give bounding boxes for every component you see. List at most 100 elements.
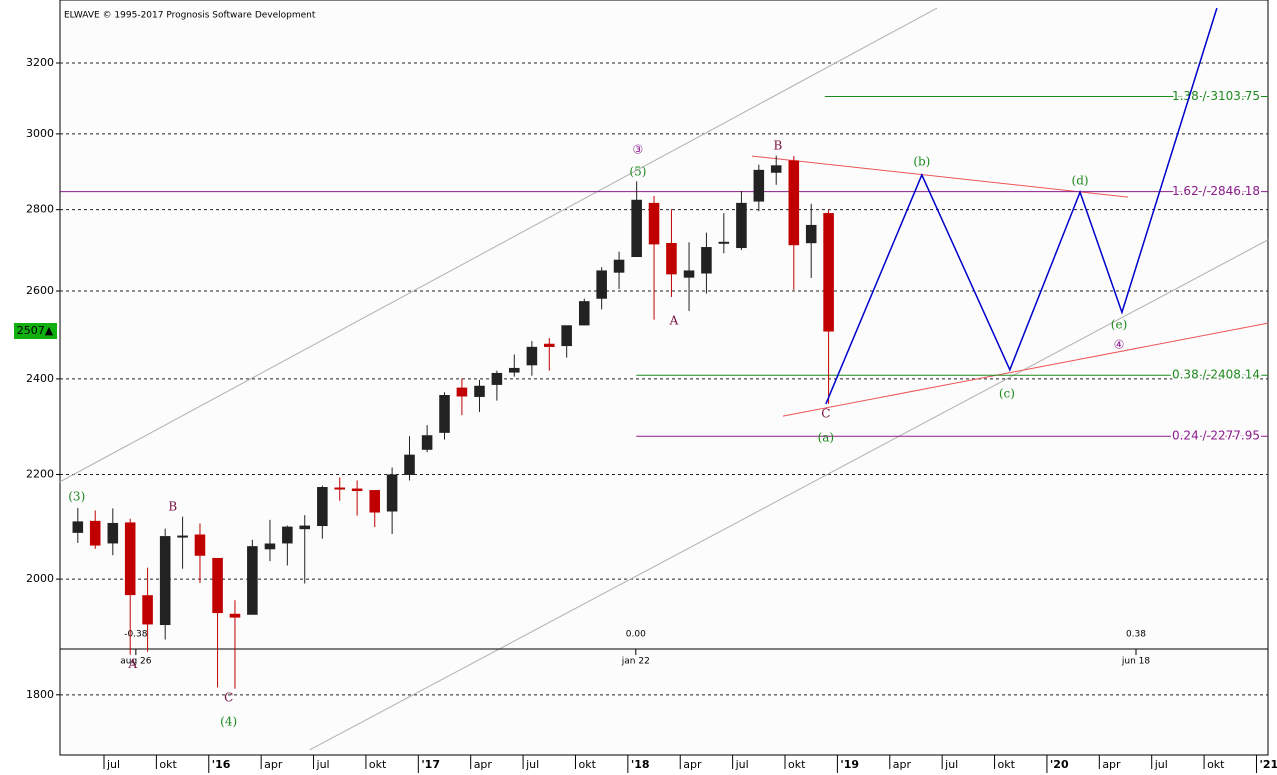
level-label: 0.24 / 2277.95 — [1172, 429, 1260, 443]
level-label: 1.62 / 2846.18 — [1172, 184, 1260, 198]
wave-label: (d) — [1072, 173, 1089, 187]
y-tick-label: 2600 — [26, 284, 54, 297]
time-label: aug 26 — [120, 657, 152, 667]
x-tick-label: '18 — [631, 758, 650, 771]
x-tick-label: okt — [998, 758, 1016, 771]
wave-label: C — [224, 690, 233, 704]
trendline — [59, 7, 938, 483]
candle-body — [718, 241, 730, 244]
wave-label: (5) — [629, 164, 646, 178]
candle-body — [509, 367, 520, 373]
x-tick-label: apr — [264, 758, 283, 771]
plot-area — [59, 0, 1269, 756]
y-tick-label: 1800 — [26, 688, 54, 701]
x-tick-label: '20 — [1050, 758, 1069, 771]
candle-body — [421, 435, 433, 450]
x-tick-label: okt — [578, 758, 596, 771]
wave-label: B — [773, 139, 782, 153]
wave-label: (3) — [68, 490, 85, 504]
x-tick-label: jul — [525, 758, 539, 771]
y-tick-label: 3200 — [26, 56, 54, 69]
y-tick-label: 2000 — [26, 572, 54, 585]
wave-label: (c) — [999, 387, 1015, 401]
level-label: 0.38 / 2408.14 — [1172, 368, 1260, 382]
chart-title: ELWAVE © 1995-2017 Prognosis Software De… — [64, 11, 316, 21]
candle-body — [648, 202, 660, 245]
x-tick-label: apr — [893, 758, 912, 771]
candle-body — [456, 387, 468, 397]
candle-body — [159, 536, 171, 626]
trendline — [309, 239, 1269, 751]
x-tick-label: jul — [944, 758, 958, 771]
candle-body — [526, 346, 538, 366]
y-tick-label: 3000 — [26, 127, 54, 140]
candle-body — [770, 165, 782, 173]
wave-label: A — [127, 657, 137, 671]
candle-body — [474, 385, 485, 397]
x-tick-label: okt — [159, 758, 177, 771]
trendline — [751, 155, 1129, 198]
time-label: jan 22 — [621, 657, 650, 667]
x-tick-label: okt — [1207, 758, 1225, 771]
trendline — [782, 322, 1269, 417]
candle-body — [107, 522, 119, 544]
wave-label: ③ — [633, 143, 644, 157]
candle-body — [578, 301, 590, 326]
candle-body — [282, 526, 293, 544]
wave-label: (b) — [913, 155, 930, 169]
candle-body — [596, 270, 607, 299]
wave-label: (a) — [818, 431, 835, 445]
candle-body — [631, 199, 642, 258]
last-price-label: 2507▲ — [17, 324, 54, 337]
candle-body — [439, 395, 450, 433]
wave-label: ④ — [1114, 338, 1125, 352]
wave-label: B — [168, 499, 177, 513]
wave-label: A — [669, 313, 679, 327]
x-tick-label: jul — [106, 758, 120, 771]
candle-body — [177, 535, 188, 538]
x-tick-label: '16 — [212, 758, 231, 771]
candle-body — [351, 488, 363, 492]
candle-body — [666, 242, 677, 275]
candle-body — [212, 557, 223, 614]
candle-body — [264, 543, 276, 550]
projection-line — [825, 7, 1218, 405]
time-ratio: 0.00 — [626, 630, 646, 640]
candle-body — [194, 534, 206, 556]
candle-body — [543, 343, 555, 347]
candle-body — [72, 521, 84, 533]
candle-body — [788, 160, 800, 246]
candle-body — [613, 259, 625, 273]
x-tick-label: '17 — [421, 758, 440, 771]
time-ratio: -0.38 — [124, 630, 148, 640]
candle-body — [386, 474, 398, 512]
x-tick-label: jul — [735, 758, 749, 771]
wave-label: (4) — [220, 714, 237, 728]
x-tick-label: apr — [683, 758, 702, 771]
candle-body — [229, 613, 241, 618]
candle-body — [736, 202, 747, 249]
x-tick-label: okt — [369, 758, 387, 771]
level-label: 1.38 / 3103.75 — [1172, 89, 1260, 103]
x-tick-label: okt — [788, 758, 806, 771]
candle-body — [753, 169, 765, 202]
x-tick-label: '21 — [1259, 758, 1277, 771]
x-tick-label: jul — [1154, 758, 1168, 771]
y-tick-label: 2400 — [26, 372, 54, 385]
candle-body — [561, 325, 572, 347]
candle-body — [299, 525, 311, 530]
candle-body — [683, 270, 695, 278]
wave-label: C — [821, 406, 830, 420]
candle-body — [334, 487, 346, 490]
candle-body — [142, 595, 153, 625]
candle-body — [317, 487, 328, 527]
x-tick-label: '19 — [840, 758, 859, 771]
candle-body — [369, 490, 381, 513]
time-label: jun 18 — [1121, 657, 1150, 667]
candle-body — [404, 454, 415, 475]
candle-body — [805, 224, 817, 244]
x-tick-label: apr — [1102, 758, 1121, 771]
candle-body — [124, 522, 136, 596]
